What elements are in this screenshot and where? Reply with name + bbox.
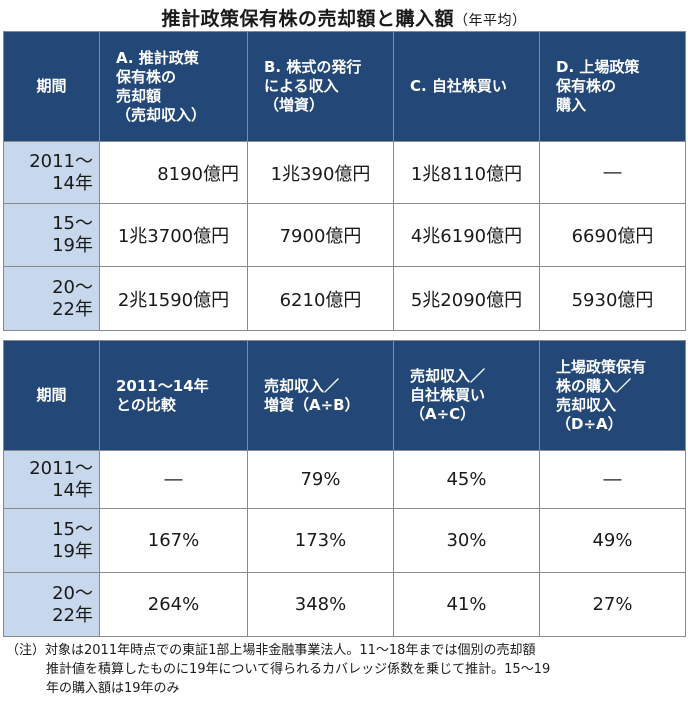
table1-header-period-label: 期間: [36, 77, 67, 95]
table2-row3-a: 264%: [99, 572, 248, 637]
table-row: 15～ 19年 167% 173% 30% 49%: [3, 508, 686, 573]
table2-header-period-label: 期間: [36, 386, 67, 404]
table2-header-period: 期間: [3, 340, 100, 451]
table1-row3-d: 5930億円: [539, 266, 686, 331]
table2-row2-a: 167%: [99, 508, 248, 573]
table2-row3-period: 20～ 22年: [3, 572, 100, 637]
table1-header-b-label: B. 株式の発行 による収入 （増資）: [264, 58, 362, 114]
table2-header-c-label: 売却収入／ 自社株買い （A÷C）: [410, 367, 486, 423]
page-title: 推計政策保有株の売却額と購入額（年平均）: [0, 4, 688, 31]
table1-header-c: C. 自社株買い: [393, 31, 540, 142]
table-row: 15～ 19年 1兆3700億円 7900億円 4兆6190億円 6690億円: [3, 203, 686, 267]
table2-row2-period: 15～ 19年: [3, 508, 100, 573]
table1-header-period: 期間: [3, 31, 100, 142]
table1-row3-a: 2兆1590億円: [99, 266, 248, 331]
table1-row3-c: 5兆2090億円: [393, 266, 540, 331]
table2-header-d: 上場政策保有 株の購入／ 売却収入 （D÷A）: [539, 340, 686, 451]
table1-row1-c: 1兆8110億円: [393, 141, 540, 204]
title-subtitle: （年平均）: [454, 13, 527, 29]
table1-row2-d: 6690億円: [539, 203, 686, 267]
footnote-line-1: （注）対象は2011年時点での東証1部上場非金融事業法人。11～18年までは個別…: [6, 643, 536, 658]
table1-row1-d: ―: [539, 141, 686, 204]
table1-header-d: D. 上場政策 保有株の 購入: [539, 31, 686, 142]
table2-header-a-label: 2011～14年 との比較: [116, 376, 209, 414]
table2-header-row: 期間 2011～14年 との比較 売却収入／ 増資（A÷B） 売却収入／ 自社株…: [3, 340, 686, 451]
table2-row3-d: 27%: [539, 572, 686, 637]
title-main: 推計政策保有株の売却額と購入額: [161, 8, 454, 30]
table-row: 20～ 22年 264% 348% 41% 27%: [3, 572, 686, 637]
table2-row1-period: 2011～ 14年: [3, 450, 100, 509]
table1-header-b: B. 株式の発行 による収入 （増資）: [247, 31, 394, 142]
table2-row1-d: ―: [539, 450, 686, 509]
table2-row2-d: 49%: [539, 508, 686, 573]
table1-header-c-label: C. 自社株買い: [410, 77, 507, 95]
table1-row1-b: 1兆390億円: [247, 141, 394, 204]
table1-header-a: A. 推計政策 保有株の 売却額 （売却収入）: [99, 31, 248, 142]
table1-row1-period: 2011～ 14年: [3, 141, 100, 204]
table1-header-row: 期間 A. 推計政策 保有株の 売却額 （売却収入） B. 株式の発行 による収…: [3, 31, 686, 142]
table2-row1-b: 79%: [247, 450, 394, 509]
table-row: 2011～ 14年 ― 79% 45% ―: [3, 450, 686, 509]
table2-row3-b: 348%: [247, 572, 394, 637]
table1-row2-c: 4兆6190億円: [393, 203, 540, 267]
table1-row2-a: 1兆3700億円: [99, 203, 248, 267]
table2-row2-c: 30%: [393, 508, 540, 573]
table-row: 20～ 22年 2兆1590億円 6210億円 5兆2090億円 5930億円: [3, 266, 686, 331]
table2-header-c: 売却収入／ 自社株買い （A÷C）: [393, 340, 540, 451]
table2-row3-c: 41%: [393, 572, 540, 637]
table1-row3-b: 6210億円: [247, 266, 394, 331]
table2-header-a: 2011～14年 との比較: [99, 340, 248, 451]
footnote-line-3: 年の購入額は19年のみ: [46, 681, 180, 696]
footnote: （注）対象は2011年時点での東証1部上場非金融事業法人。11～18年までは個別…: [6, 641, 682, 698]
table1-header-d-label: D. 上場政策 保有株の 購入: [556, 58, 640, 114]
table2-row1-a: ―: [99, 450, 248, 509]
table2-header-b-label: 売却収入／ 増資（A÷B）: [264, 376, 360, 414]
table-sales-and-purchase-amounts: 期間 A. 推計政策 保有株の 売却額 （売却収入） B. 株式の発行 による収…: [3, 31, 686, 331]
table1-row2-b: 7900億円: [247, 203, 394, 267]
footnote-line-2: 推計値を積算したものに19年について得られるカバレッジ係数を乗じて推計。15～1…: [46, 662, 551, 677]
table-row: 2011～ 14年 8190億円 1兆390億円 1兆8110億円 ―: [3, 141, 686, 204]
table-ratios: 期間 2011～14年 との比較 売却収入／ 増資（A÷B） 売却収入／ 自社株…: [3, 340, 686, 637]
table2-row2-b: 173%: [247, 508, 394, 573]
table2-header-b: 売却収入／ 増資（A÷B）: [247, 340, 394, 451]
table1-header-a-label: A. 推計政策 保有株の 売却額 （売却収入）: [116, 48, 207, 124]
table1-row2-period: 15～ 19年: [3, 203, 100, 267]
table2-header-d-label: 上場政策保有 株の購入／ 売却収入 （D÷A）: [556, 357, 647, 433]
table1-row3-period: 20～ 22年: [3, 266, 100, 331]
table1-row1-a: 8190億円: [99, 141, 248, 204]
table2-row1-c: 45%: [393, 450, 540, 509]
